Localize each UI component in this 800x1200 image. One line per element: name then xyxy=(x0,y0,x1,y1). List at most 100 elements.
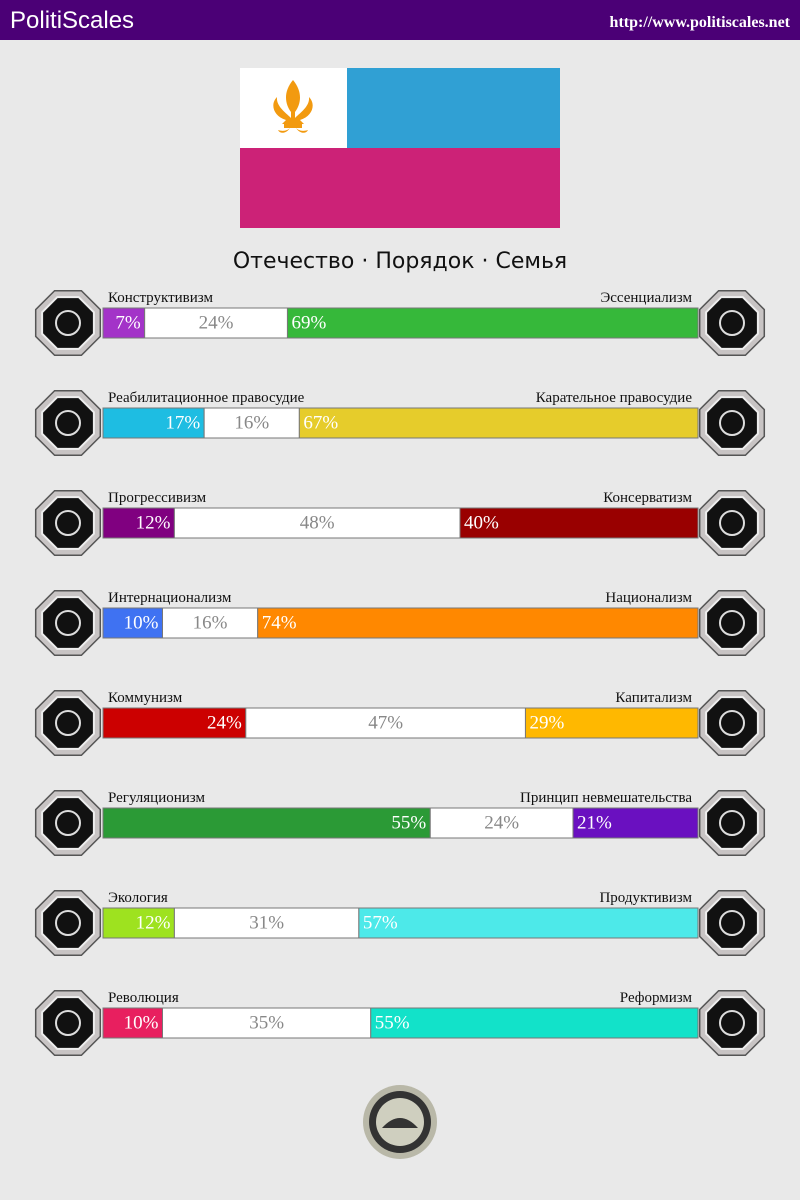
right-label: Карательное правосудие xyxy=(536,390,693,406)
header-title: PolitiScales xyxy=(10,7,134,34)
right-label: Капитализм xyxy=(615,690,692,706)
left-label: Регуляционизм xyxy=(108,790,206,806)
icon-inner xyxy=(705,996,759,1050)
bar-segment xyxy=(245,707,526,739)
value-label: 24% xyxy=(484,812,519,833)
value-label: 10% xyxy=(124,612,159,633)
bar-segment xyxy=(102,607,163,639)
icon-glyph xyxy=(55,810,81,836)
bar-segment xyxy=(102,707,247,739)
icon-glyph xyxy=(719,510,745,536)
value-label: 67% xyxy=(303,412,338,433)
right-label: Эссенциализм xyxy=(600,290,692,306)
icon-inner xyxy=(41,696,95,750)
icon-inner xyxy=(705,896,759,950)
value-label: 69% xyxy=(291,312,326,333)
value-label: 24% xyxy=(207,712,242,733)
value-label: 12% xyxy=(136,912,171,933)
value-label: 10% xyxy=(124,1012,159,1033)
bar-segment xyxy=(102,1007,163,1039)
bar-segment xyxy=(524,707,699,739)
value-label: 47% xyxy=(368,712,403,733)
axis-row: 17% 16% 67% Реабилитационное правосудие Кара… xyxy=(34,389,766,457)
icon-inner xyxy=(705,496,759,550)
value-label: 29% xyxy=(529,712,564,733)
bar-segment xyxy=(102,907,175,939)
value-label: 21% xyxy=(577,812,612,833)
icon-inner xyxy=(41,796,95,850)
icon-inner xyxy=(41,496,95,550)
bar-segment xyxy=(102,807,431,839)
icon-inner xyxy=(705,596,759,650)
bar-segment xyxy=(572,807,699,839)
bar-segment xyxy=(162,1007,372,1039)
icon-glyph xyxy=(55,910,81,936)
value-label: 55% xyxy=(391,812,426,833)
value-label: 31% xyxy=(249,912,284,933)
flag xyxy=(240,68,560,228)
value-label: 74% xyxy=(262,612,297,633)
value-label: 57% xyxy=(363,912,398,933)
axis-row: 24% 47% 29% Коммунизм Капитализм xyxy=(34,689,766,757)
icon-glyph xyxy=(719,1010,745,1036)
value-label: 7% xyxy=(115,312,141,333)
icon-glyph xyxy=(55,610,81,636)
right-label: Консерватизм xyxy=(603,490,692,506)
value-label: 12% xyxy=(136,512,171,533)
right-label: Принцип невмешательства xyxy=(520,790,692,806)
left-label: Интернационализм xyxy=(108,590,232,606)
icon-inner xyxy=(705,396,759,450)
bar-segment xyxy=(102,307,146,339)
right-label: Национализм xyxy=(605,590,692,606)
bar-segment xyxy=(298,407,699,439)
icon-glyph xyxy=(719,710,745,736)
bar-segment xyxy=(358,907,699,939)
icon-glyph xyxy=(55,1010,81,1036)
header-bar xyxy=(0,0,800,40)
icon-inner xyxy=(41,396,95,450)
axis-row: 10% 35% 55% Революция Реформизм xyxy=(34,989,766,1057)
icon-inner xyxy=(41,596,95,650)
icon-inner xyxy=(705,696,759,750)
bar-segment xyxy=(370,1007,699,1039)
motto: Отечество · Порядок · Семья xyxy=(233,249,567,274)
right-label: Продуктивизм xyxy=(599,890,692,906)
icon-inner xyxy=(705,296,759,350)
icon-glyph xyxy=(719,610,745,636)
value-label: 16% xyxy=(234,412,269,433)
icon-glyph xyxy=(719,410,745,436)
seal xyxy=(363,1085,437,1159)
icon-glyph xyxy=(55,510,81,536)
bar-segment xyxy=(102,407,205,439)
value-label: 24% xyxy=(199,312,234,333)
value-label: 55% xyxy=(375,1012,410,1033)
left-label: Революция xyxy=(108,990,179,1006)
icon-inner xyxy=(41,296,95,350)
left-label: Коммунизм xyxy=(108,690,183,706)
icon-glyph xyxy=(55,410,81,436)
right-label: Реформизм xyxy=(620,990,693,1006)
bar-segment xyxy=(286,307,699,339)
icon-inner xyxy=(705,796,759,850)
bar-segment xyxy=(429,807,574,839)
left-label: Конструктивизм xyxy=(108,290,213,306)
header-url: http://www.politiscales.net xyxy=(610,14,791,31)
axis-row: 12% 31% 57% Экология Продуктивизм xyxy=(34,889,766,957)
axis-row: 12% 48% 40% Прогрессивизм Консерватизм xyxy=(34,489,766,557)
bar-segment xyxy=(459,507,699,539)
axis-row: 55% 24% 21% Регуляционизм Принцип невмешател… xyxy=(34,789,766,857)
value-label: 48% xyxy=(300,512,335,533)
bar-segment xyxy=(173,507,461,539)
bar-segment xyxy=(102,507,175,539)
icon-glyph xyxy=(55,710,81,736)
icon-glyph xyxy=(719,310,745,336)
value-label: 16% xyxy=(193,612,228,633)
value-label: 35% xyxy=(249,1012,284,1033)
icon-glyph xyxy=(55,310,81,336)
left-label: Прогрессивизм xyxy=(108,490,207,506)
axis-row: 7% 24% 69% Конструктивизм Эссенциализм xyxy=(34,289,766,357)
icon-glyph xyxy=(719,910,745,936)
icon-inner xyxy=(41,996,95,1050)
